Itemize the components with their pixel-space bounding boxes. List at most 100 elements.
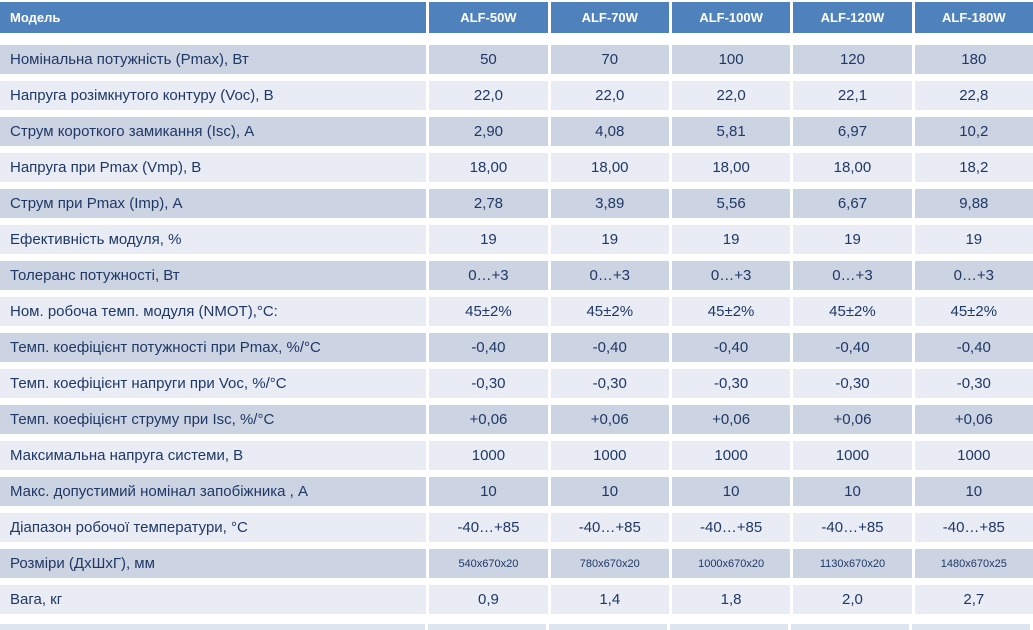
cell-value: 10: [429, 477, 548, 506]
table-row: Темп. коефіцієнт струму при Isc, %/°С +0,…: [0, 405, 1033, 434]
cell-value: 50: [429, 45, 548, 74]
table-row: Максимальна напруга системи, В 1000 1000 10…: [0, 441, 1033, 470]
cell-value: 1000: [550, 441, 669, 470]
table-body: Номінальна потужність (Pmax), Вт 50 70 100 1…: [0, 45, 1033, 614]
cell-value: 45±2%: [793, 297, 912, 326]
column-header-model: Модель: [0, 2, 427, 38]
cell-value: -0,30: [550, 369, 669, 398]
table-row: Напруга при Pmax (Vmp), В 18,00 18,00 18,00…: [0, 153, 1033, 182]
row-label: Темп. коефіцієнт потужності при Pmax, %/…: [0, 333, 427, 362]
cell-value: 45±2%: [914, 297, 1033, 326]
cell-value: 18,00: [793, 153, 912, 182]
cell-value: -40…+85: [671, 513, 791, 542]
cell-value: 10: [550, 477, 669, 506]
row-label: Макс. допустимий номінал запобіжника , А: [0, 477, 427, 506]
cell-value: +0,06: [671, 405, 791, 434]
cell-value: 22,0: [429, 81, 548, 110]
table-row: Напруга розімкнутого контуру (Voc), В 22,…: [0, 81, 1033, 110]
table-row: Розміри (ДхШхГ), мм 540x670x20 780x670x20 1…: [0, 549, 1033, 578]
cell-value: 45±2%: [550, 297, 669, 326]
row-label: Ефективність модуля, %: [0, 225, 427, 254]
row-label: Номінальна потужність (Pmax), Вт: [0, 45, 427, 74]
table-row: Струм при Pmax (Imp), А 2,78 3,89 5,56 6,67 9…: [0, 189, 1033, 218]
cell-value: 18,2: [914, 153, 1033, 182]
row-label: Максимальна напруга системи, В: [0, 441, 427, 470]
cell-value: 4,08: [550, 117, 669, 146]
cell-value: 0…+3: [793, 261, 912, 290]
cell-value: -0,40: [914, 333, 1033, 362]
column-header-alf-70w: ALF-70W: [550, 2, 669, 38]
cell-value: -0,40: [793, 333, 912, 362]
cutoff-cell: [791, 624, 909, 630]
cell-value: 2,78: [429, 189, 548, 218]
cell-value: 0…+3: [914, 261, 1033, 290]
cell-value: 19: [429, 225, 548, 254]
row-label: Ном. робоча темп. модуля (NMOT),°С:: [0, 297, 427, 326]
cell-value: -0,30: [793, 369, 912, 398]
cell-value: 120: [793, 45, 912, 74]
row-label: Толеранс потужності, Вт: [0, 261, 427, 290]
table-row: Струм короткого замикання (Isc), А 2,90 4,…: [0, 117, 1033, 146]
cutoff-cell: [549, 624, 667, 630]
cell-value: +0,06: [914, 405, 1033, 434]
cell-value: -40…+85: [550, 513, 669, 542]
cell-value: 0…+3: [671, 261, 791, 290]
cell-value: 1130x670x20: [793, 549, 912, 578]
cell-value: -40…+85: [793, 513, 912, 542]
cell-value: 1,4: [550, 585, 669, 614]
cell-value: 10,2: [914, 117, 1033, 146]
cell-value: 5,81: [671, 117, 791, 146]
cell-value: 6,67: [793, 189, 912, 218]
cell-value: 0,9: [429, 585, 548, 614]
row-label: Струм при Pmax (Imp), А: [0, 189, 427, 218]
cell-value: 2,90: [429, 117, 548, 146]
row-label: Темп. коефіцієнт напруги при Voc, %/°С: [0, 369, 427, 398]
cell-value: 0…+3: [429, 261, 548, 290]
cell-value: -0,40: [429, 333, 548, 362]
column-header-alf-50w: ALF-50W: [429, 2, 548, 38]
row-label: Розміри (ДхШхГ), мм: [0, 549, 427, 578]
cell-value: -0,30: [671, 369, 791, 398]
column-header-alf-100w: ALF-100W: [671, 2, 791, 38]
cell-value: 540x670x20: [429, 549, 548, 578]
cutoff-cell: [428, 624, 546, 630]
cell-value: -40…+85: [429, 513, 548, 542]
cell-value: 6,97: [793, 117, 912, 146]
row-label: Діапазон робочої температури, °С: [0, 513, 427, 542]
cutoff-cell: [912, 624, 1030, 630]
table-row: Толеранс потужності, Вт 0…+3 0…+3 0…+3 0…+3 0…: [0, 261, 1033, 290]
cell-value: 2,0: [793, 585, 912, 614]
cell-value: +0,06: [793, 405, 912, 434]
cell-value: 18,00: [429, 153, 548, 182]
table-row: Ном. робоча темп. модуля (NMOT),°С: 45±2%…: [0, 297, 1033, 326]
column-header-alf-120w: ALF-120W: [793, 2, 912, 38]
cell-value: -40…+85: [914, 513, 1033, 542]
cell-value: 180: [914, 45, 1033, 74]
cell-value: 1,8: [671, 585, 791, 614]
cutoff-cell: [0, 624, 425, 630]
cell-value: +0,06: [550, 405, 669, 434]
cell-value: 45±2%: [429, 297, 548, 326]
cell-value: 18,00: [550, 153, 669, 182]
cell-value: 0…+3: [550, 261, 669, 290]
cell-value: 3,89: [550, 189, 669, 218]
cell-value: 19: [671, 225, 791, 254]
cell-value: -0,30: [429, 369, 548, 398]
column-header-alf-180w: ALF-180W: [914, 2, 1033, 38]
cell-value: -0,40: [671, 333, 791, 362]
header-row: Модель ALF-50W ALF-70W ALF-100W ALF-120W ALF-…: [0, 2, 1033, 38]
table-row: Макс. допустимий номінал запобіжника , А…: [0, 477, 1033, 506]
table-row: Ефективність модуля, % 19 19 19 19 19: [0, 225, 1033, 254]
cutoff-cell: [670, 624, 788, 630]
cell-value: 780x670x20: [550, 549, 669, 578]
cell-value: 10: [793, 477, 912, 506]
table-row: Темп. коефіцієнт напруги при Voc, %/°С -0…: [0, 369, 1033, 398]
cell-value: 1000: [914, 441, 1033, 470]
cell-value: -0,40: [550, 333, 669, 362]
table-row: Вага, кг 0,9 1,4 1,8 2,0 2,7: [0, 585, 1033, 614]
cell-value: 18,00: [671, 153, 791, 182]
table-row: Темп. коефіцієнт потужності при Pmax, %/…: [0, 333, 1033, 362]
table-row: Діапазон робочої температури, °С -40…+85-…: [0, 513, 1033, 542]
